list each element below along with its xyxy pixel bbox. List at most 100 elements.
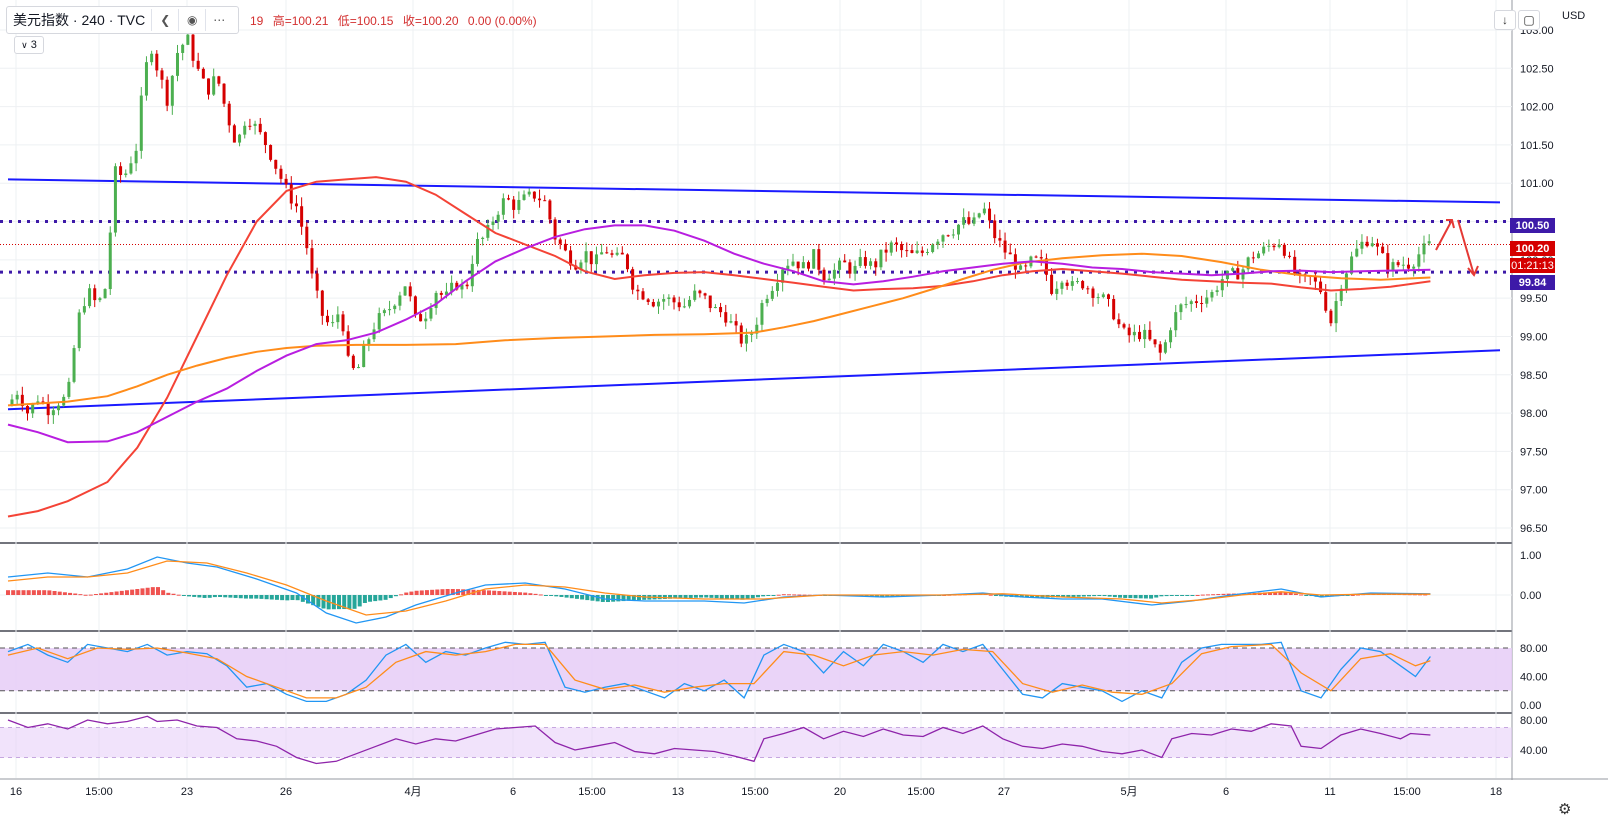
macd-histogram-bar	[445, 589, 450, 595]
macd-histogram-bar	[574, 595, 579, 599]
macd-histogram-bar	[616, 595, 621, 602]
macd-histogram-bar	[797, 594, 802, 596]
macd-histogram-bar	[487, 590, 492, 595]
time-tick-label: 27	[998, 786, 1010, 798]
time-tick-label: 15:00	[578, 786, 606, 798]
candle-body	[222, 83, 226, 104]
candle-body	[657, 301, 661, 307]
candle-body	[801, 262, 805, 269]
macd-histogram-bar	[590, 595, 595, 601]
candle-body	[812, 249, 816, 269]
macd-histogram-bar	[497, 591, 502, 595]
candle-body	[781, 269, 785, 283]
more-icon[interactable]: ⋯	[205, 9, 232, 31]
macd-histogram-bar	[740, 595, 745, 600]
candle-body	[393, 305, 397, 310]
macd-histogram-bar	[1159, 595, 1164, 597]
macd-histogram-bar	[693, 595, 698, 598]
candle-body	[362, 345, 366, 368]
macd-histogram-bar	[37, 590, 42, 595]
candle-body	[698, 290, 702, 294]
symbol-label[interactable]: 美元指数 · 240 · TVC	[13, 12, 146, 28]
macd-histogram-bar	[771, 595, 776, 596]
candle-body	[1194, 301, 1198, 304]
macd-histogram-bar	[274, 595, 279, 600]
candle-body	[41, 401, 45, 403]
macd-histogram-bar	[399, 594, 404, 596]
candle-body	[1298, 273, 1302, 275]
candle-body	[703, 293, 707, 296]
candle-body	[708, 295, 712, 309]
candle-body	[403, 286, 407, 296]
time-tick-label: 11	[1324, 786, 1335, 798]
macd-histogram-bar	[1180, 595, 1185, 596]
candle-body	[594, 254, 598, 265]
candle-body	[269, 145, 273, 160]
macd-histogram-bar	[290, 595, 295, 601]
candle-body	[977, 213, 981, 218]
price-tick-label: 97.50	[1520, 446, 1548, 458]
candle-body	[1138, 331, 1142, 340]
macd-histogram-bar	[16, 590, 21, 595]
macd-histogram-bar	[621, 595, 626, 602]
macd-histogram-bar	[228, 595, 233, 598]
fullscreen-icon[interactable]: ▢	[1518, 10, 1540, 30]
time-tick-label: 23	[181, 786, 193, 798]
candle-body	[88, 288, 92, 307]
candle-body	[491, 221, 495, 225]
candle-body	[336, 314, 340, 323]
candle-body	[434, 292, 438, 309]
candle-body	[207, 78, 211, 95]
macd-histogram-bar	[761, 595, 766, 597]
collapse-down-icon[interactable]: ↓	[1494, 10, 1516, 30]
macd-histogram-bar	[166, 592, 171, 595]
candle-body	[1262, 246, 1266, 254]
ohlc-low: 低=100.15	[337, 14, 394, 28]
eye-icon[interactable]: ◉	[178, 9, 205, 31]
candle-body	[910, 250, 914, 253]
macd-histogram-bar	[254, 595, 259, 599]
macd-histogram-bar	[212, 595, 217, 598]
candle-body	[113, 166, 117, 233]
macd-histogram-bar	[1288, 593, 1293, 595]
macd-histogram-bar	[1304, 595, 1309, 596]
candle-body	[1086, 288, 1090, 290]
candle-body	[1070, 281, 1074, 286]
macd-histogram-bar	[176, 594, 181, 596]
macd-histogram-bar	[424, 590, 429, 595]
macd-histogram-bar	[1061, 595, 1066, 598]
candle-body	[455, 282, 459, 290]
macd-histogram-bar	[559, 595, 564, 597]
candle-body	[1412, 266, 1416, 269]
chevron-icon[interactable]: ❮	[151, 9, 178, 31]
macd-histogram-bar	[1195, 594, 1200, 596]
candle-body	[879, 249, 883, 268]
candle-body	[196, 60, 200, 69]
macd-histogram-bar	[533, 593, 538, 595]
candle-body	[822, 269, 826, 281]
candle-body	[191, 34, 195, 61]
candle-body	[957, 224, 961, 235]
macd-histogram-bar	[988, 594, 993, 596]
macd-histogram-bar	[735, 595, 740, 600]
macd-tick-label: 1.00	[1520, 550, 1541, 562]
gear-icon[interactable]: ⚙	[1558, 801, 1572, 818]
candle-body	[408, 286, 412, 297]
lower-channel-trendline	[7, 349, 1501, 411]
candle-body	[263, 132, 267, 146]
candle-body	[786, 265, 790, 270]
indicator-toggle[interactable]: ∨ 3	[14, 36, 44, 54]
candle-body	[579, 262, 583, 270]
macd-histogram-bar	[373, 595, 378, 602]
macd-histogram-bar	[130, 589, 135, 595]
macd-histogram-bar	[1200, 594, 1205, 596]
candle-body	[1246, 257, 1250, 270]
candle-body	[124, 173, 128, 176]
time-tick-label: 13	[672, 786, 684, 798]
macd-histogram-bar	[492, 590, 497, 595]
candle-body	[1319, 281, 1323, 293]
macd-histogram-bar	[637, 595, 642, 601]
macd-histogram-bar	[1299, 594, 1304, 596]
time-tick-label: 5月	[1120, 786, 1137, 798]
